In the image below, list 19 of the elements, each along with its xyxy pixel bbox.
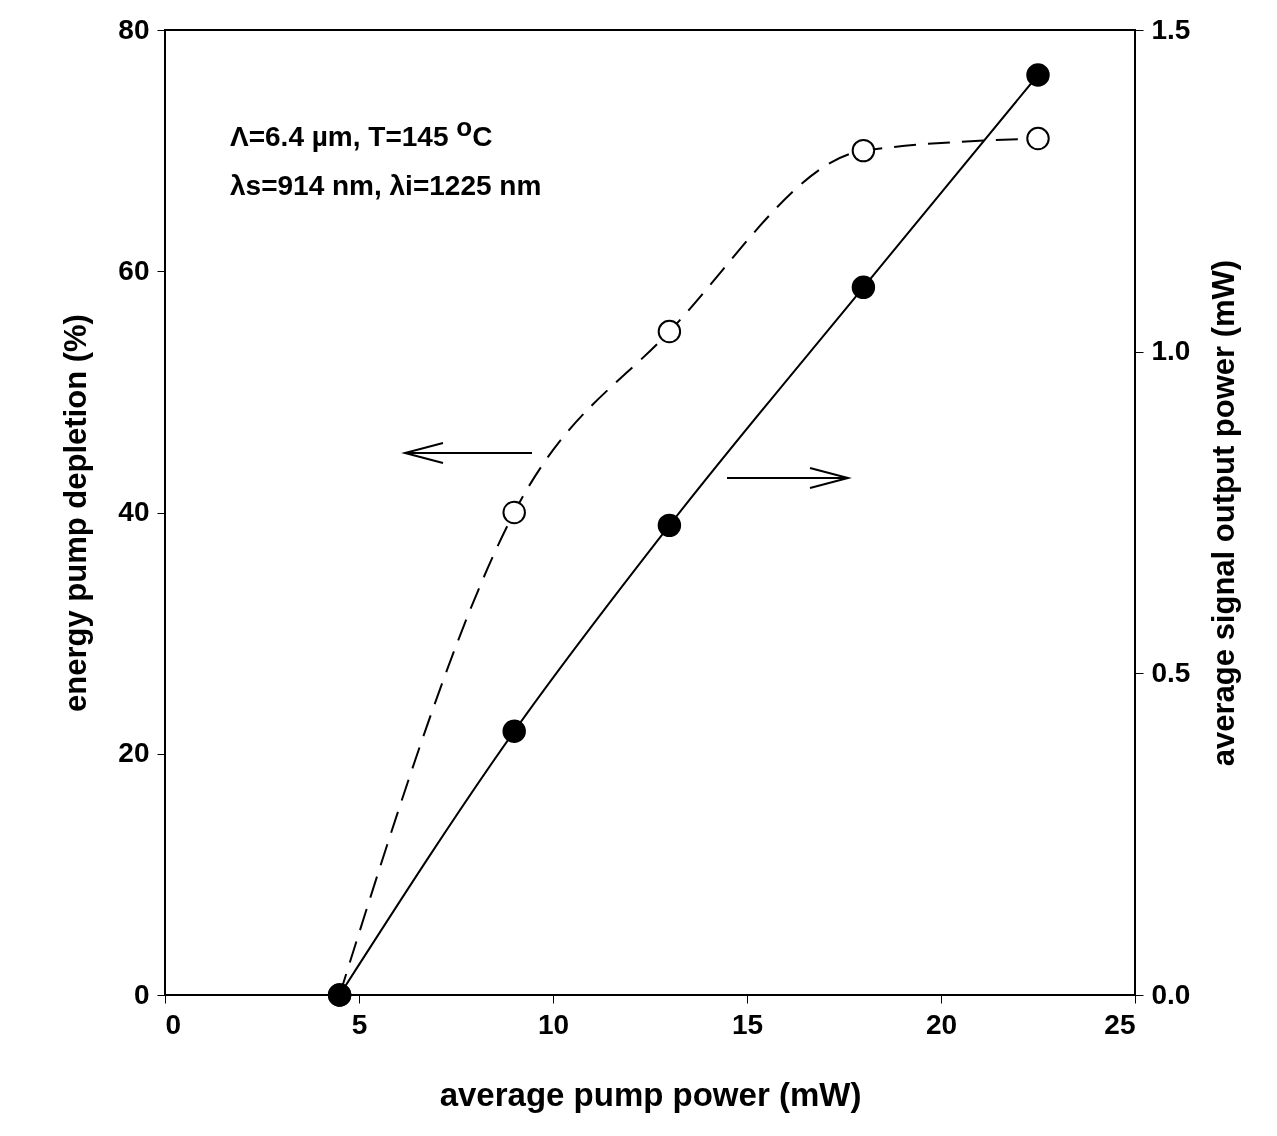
x-tick-label: 0: [165, 1008, 182, 1040]
x-tick-label: 10: [537, 1008, 570, 1040]
y2-tick-label: 1.5: [1151, 13, 1191, 45]
x-tick-label: 5: [351, 1008, 368, 1040]
y-tick-label: 40: [118, 496, 150, 527]
annotation: λs=914 nm, λi=1225 nm: [230, 170, 542, 202]
x-axis-title: average pump power (mW): [439, 1075, 862, 1113]
y2-tick-label: 0.5: [1151, 656, 1191, 688]
y-tick-label: 80: [118, 13, 150, 45]
x-tick-label: 20: [925, 1008, 958, 1040]
y-axis-title: energy pump depletion (%): [58, 314, 94, 712]
y-tick-label: 0: [133, 978, 150, 1010]
x-tick-label: 15: [731, 1008, 764, 1040]
y-tick-label: 20: [118, 737, 150, 769]
y2-axis-title: average signal output power (mW): [1206, 259, 1242, 767]
y2-tick-label: 1.0: [1151, 335, 1191, 367]
y2-tick-label: 0.0: [1151, 978, 1191, 1010]
x-tick-label: 25: [1104, 1008, 1136, 1040]
y-tick-label: 60: [118, 254, 150, 286]
